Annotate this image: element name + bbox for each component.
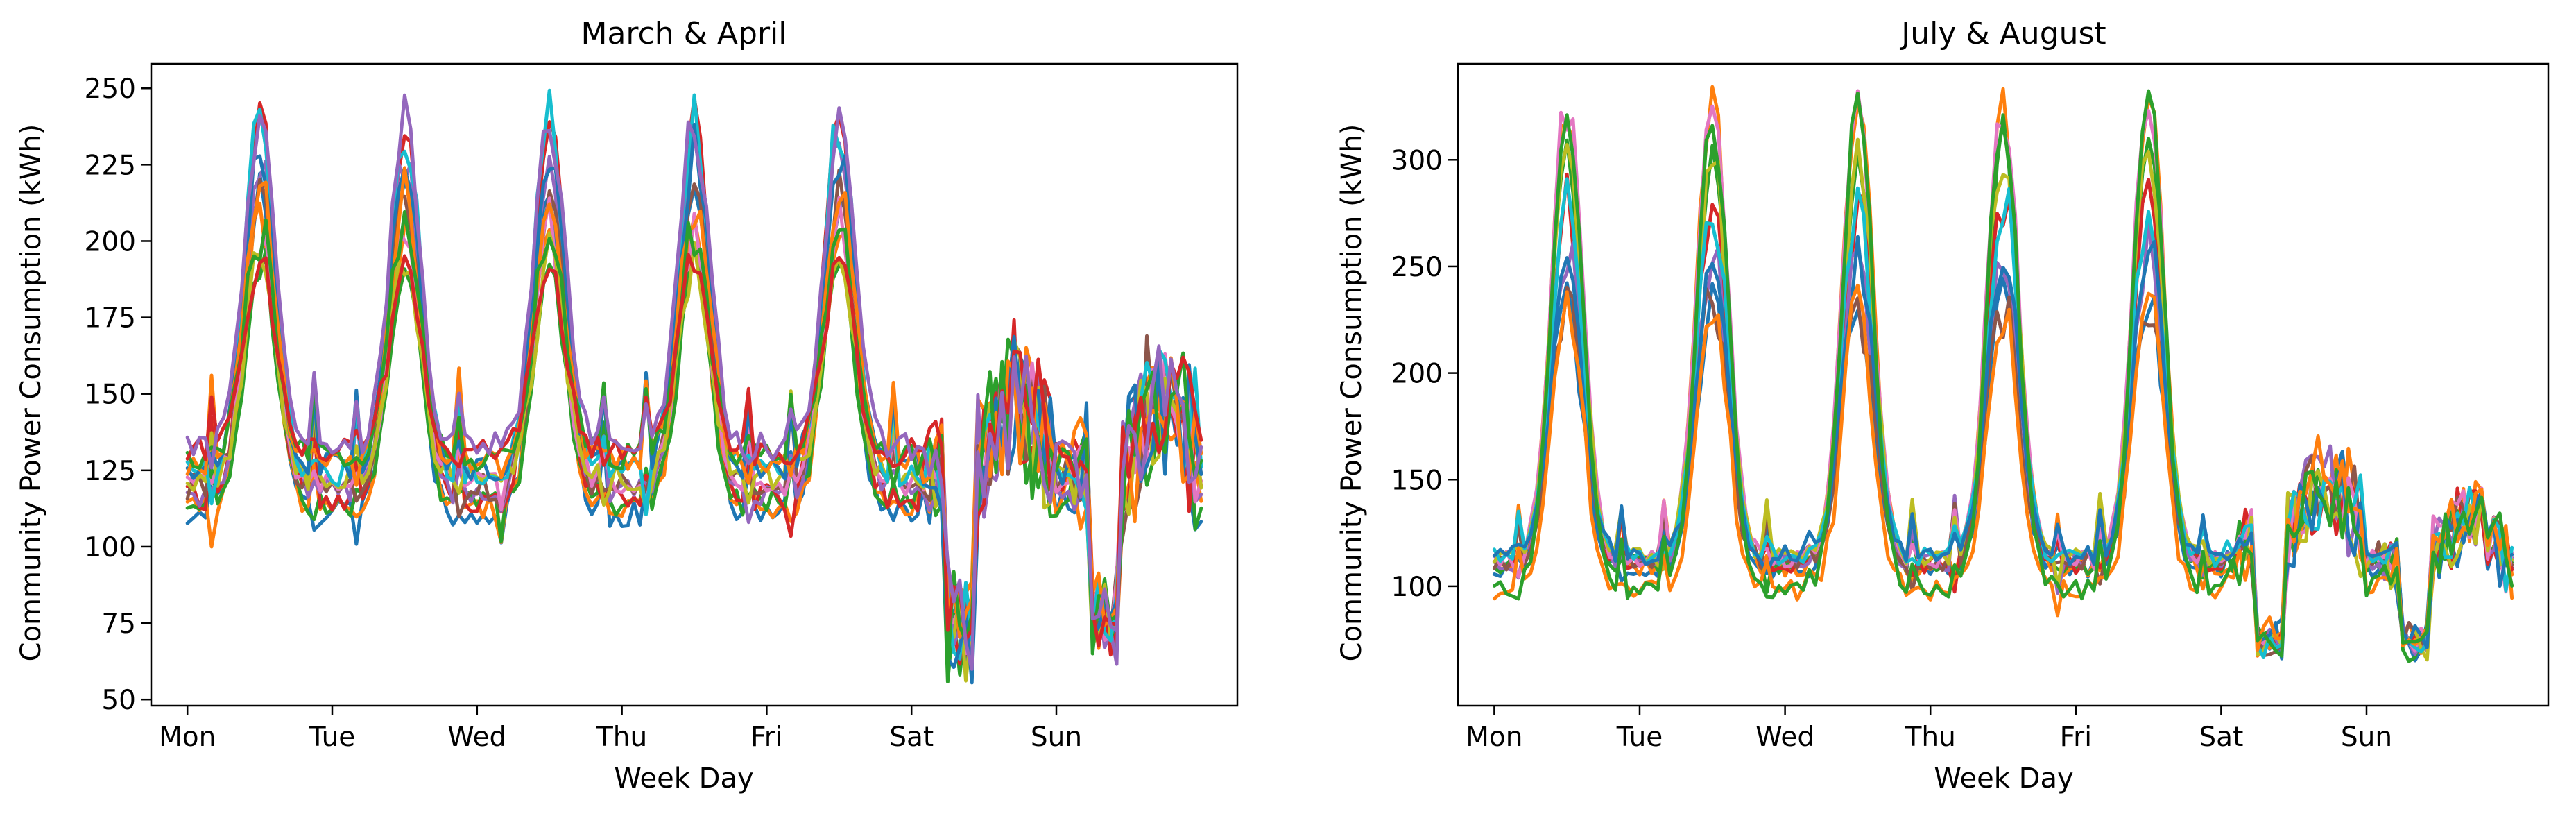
series-line-6 [1492,285,2514,658]
plot-frame [1457,62,2550,707]
x-tick-label: Fri [2060,722,2092,753]
y-tick-label: 75 [101,609,136,640]
series-line-7 [185,196,1203,656]
y-tick-label: 175 [85,303,136,334]
y-tick-label: 250 [1391,252,1443,283]
chart-march-april: March & April Community Power Consumptio… [15,16,1239,794]
series-line-10 [1492,235,2514,649]
x-tick-label: Fri [750,722,782,753]
series-line-14 [185,93,1203,671]
series-line-11 [1492,283,2514,652]
series-line-9 [185,88,1203,661]
chart-title: March & April [581,16,787,51]
y-axis-label: Community Power Consumption (kWh) [1336,124,1368,662]
series-line-8 [1492,137,2514,662]
y-tick-label: 150 [1391,465,1443,496]
plot-area: 100 150 200 250 300 Mon Tue Wed Thu Fri Sat Sun [1391,62,2550,753]
series-line-9 [1492,177,2514,659]
x-tick-label: Tue [309,722,356,753]
x-tick-label: Sat [889,722,934,753]
x-tick-label: Wed [447,722,506,753]
y-tick-label: 100 [85,532,136,563]
y-tick-label: 100 [1391,572,1443,603]
y-axis-label: Community Power Consumption (kWh) [15,124,47,662]
y-tick-label: 50 [101,685,136,716]
y-tick-label: 200 [85,226,136,257]
x-tick-label: Thu [1905,722,1956,753]
x-tick-label: Sun [1031,722,1082,753]
plot-area: 50 75 100 125 150 175 200 225 250 Mon Tue Wed Thu Fri… [85,62,1239,753]
x-axis-label: Week Day [614,763,753,794]
x-tick-label: Tue [1616,722,1663,753]
x-tick-label: Thu [596,722,647,753]
series-line-3 [1492,113,2514,663]
y-tick-label: 150 [85,380,136,411]
x-tick-label: Sun [2341,722,2392,753]
x-tick-label: Mon [159,722,216,753]
chart-title: July & August [1899,16,2106,51]
series-line-10 [185,122,1203,685]
y-tick-label: 200 [1391,359,1443,390]
series-line-12 [185,210,1203,673]
y-tick-label: 125 [85,456,136,487]
y-tick-label: 250 [85,74,136,105]
x-tick-label: Sat [2199,722,2243,753]
x-tick-label: Wed [1755,722,1814,753]
series-line-11 [185,166,1203,639]
x-axis-label: Week Day [1934,763,2073,794]
y-tick-label: 225 [85,150,136,181]
x-tick-label: Mon [1466,722,1522,753]
chart-july-august: July & August Community Power Consumptio… [1336,16,2550,794]
plot-frame [150,62,1239,707]
series-line-12 [1492,89,2514,658]
y-tick-label: 300 [1391,145,1443,176]
